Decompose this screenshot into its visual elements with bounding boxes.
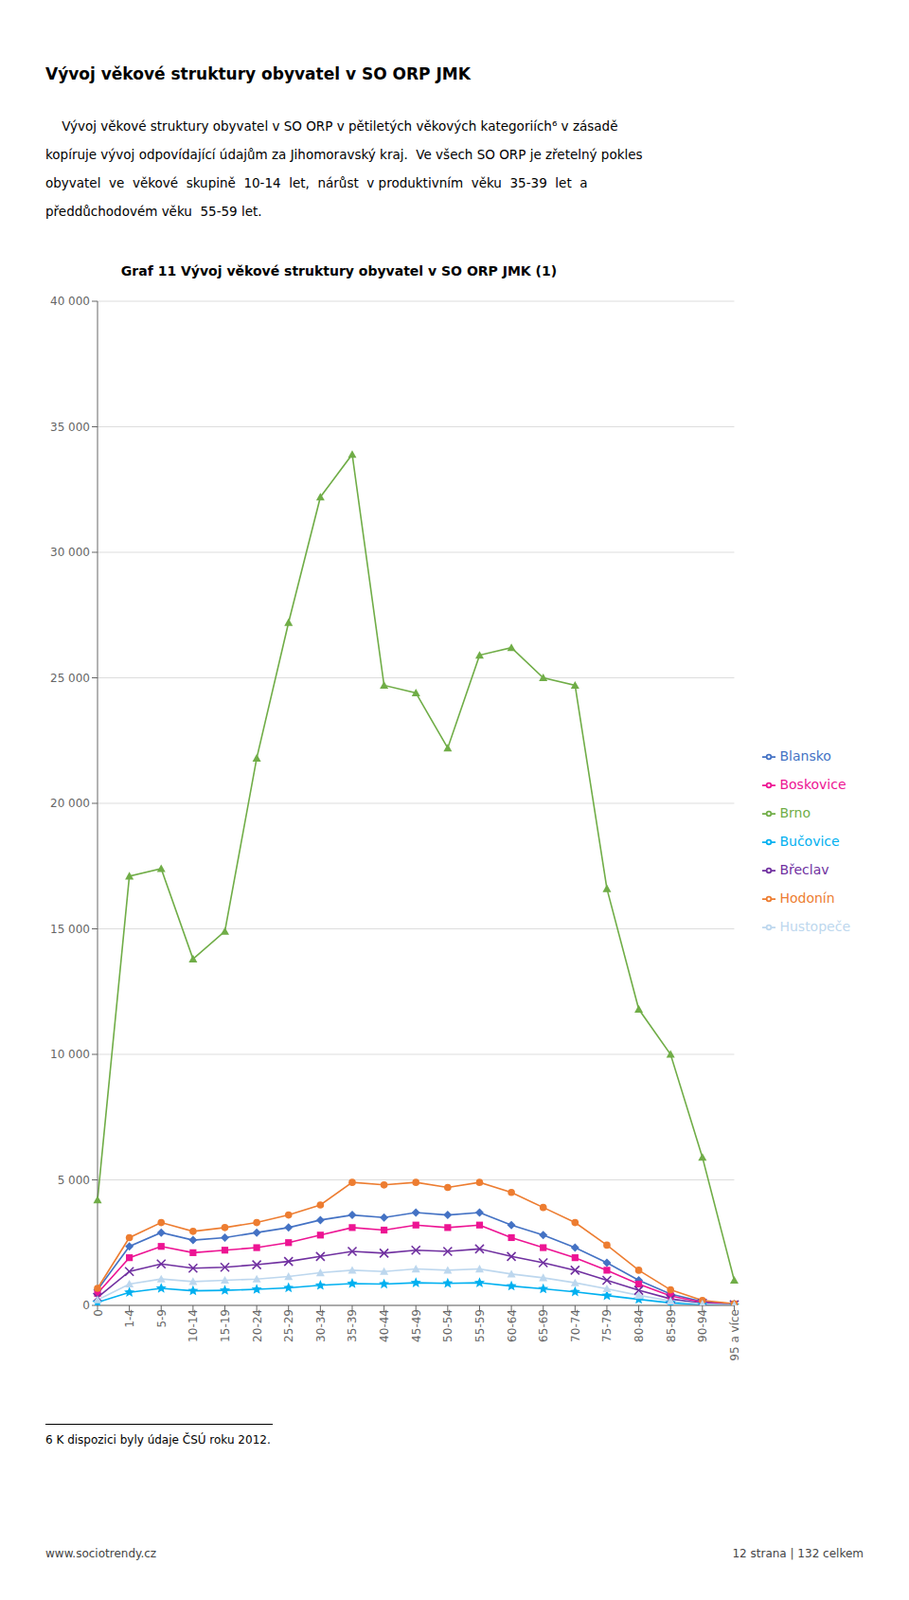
svg-text:15 000: 15 000 bbox=[50, 922, 90, 936]
svg-text:5-9: 5-9 bbox=[155, 1308, 169, 1328]
svg-text:40 000: 40 000 bbox=[50, 294, 90, 308]
svg-text:20 000: 20 000 bbox=[50, 796, 90, 810]
svg-text:10-14: 10-14 bbox=[186, 1308, 200, 1342]
svg-text:25 000: 25 000 bbox=[50, 671, 90, 685]
html-text:Graf 11 Vývoj věkové struktury: Graf 11 Vývoj věkové struktury obyvatel … bbox=[121, 263, 557, 279]
svg-text:80-84: 80-84 bbox=[632, 1308, 646, 1342]
html-text:6 K dispozici byly údaje ČSÚ r: 6 K dispozici byly údaje ČSÚ roku 2012. bbox=[45, 1432, 271, 1446]
svg-text:30-34: 30-34 bbox=[314, 1308, 328, 1342]
html-text:Blansko: Blansko bbox=[779, 748, 832, 764]
svg-text:35-39: 35-39 bbox=[345, 1308, 359, 1342]
svg-text:0: 0 bbox=[91, 1308, 106, 1317]
html-text:Vývoj věkové struktury obyvate: Vývoj věkové struktury obyvatel v SO ORP… bbox=[45, 64, 471, 84]
svg-text:10 000: 10 000 bbox=[50, 1047, 90, 1061]
html-text:Brno: Brno bbox=[779, 804, 811, 820]
svg-text:60-64: 60-64 bbox=[505, 1308, 519, 1342]
html-text:Bučovice: Bučovice bbox=[779, 833, 840, 849]
svg-text:30 000: 30 000 bbox=[50, 545, 90, 559]
svg-text:20-24: 20-24 bbox=[250, 1308, 265, 1342]
svg-text:5 000: 5 000 bbox=[57, 1173, 90, 1187]
html-text:Břeclav: Břeclav bbox=[779, 861, 830, 877]
html-text:Vývoj věkové struktury obyvate: Vývoj věkové struktury obyvatel v SO ORP… bbox=[45, 118, 618, 134]
svg-text:95 a více: 95 a více bbox=[728, 1308, 742, 1361]
html-text:www.sociotrendy.cz: www.sociotrendy.cz bbox=[45, 1546, 157, 1560]
svg-text:65-69: 65-69 bbox=[536, 1308, 551, 1342]
svg-text:1-4: 1-4 bbox=[123, 1308, 137, 1328]
html-text:Boskovice: Boskovice bbox=[779, 776, 847, 792]
svg-text:45-49: 45-49 bbox=[409, 1308, 424, 1342]
svg-text:90-94: 90-94 bbox=[695, 1308, 710, 1342]
svg-text:85-89: 85-89 bbox=[664, 1308, 678, 1342]
svg-text:75-79: 75-79 bbox=[600, 1308, 614, 1342]
svg-text:55-59: 55-59 bbox=[473, 1308, 487, 1342]
html-text:Hodonín: Hodonín bbox=[779, 890, 835, 906]
html-text:Hustopeče: Hustopeče bbox=[779, 918, 851, 934]
html-text:kopíruje vývoj odpovídající úd: kopíruje vývoj odpovídající údajům za Ji… bbox=[45, 146, 643, 162]
svg-text:70-74: 70-74 bbox=[569, 1308, 583, 1342]
html-text:12 strana | 132 celkem: 12 strana | 132 celkem bbox=[732, 1546, 864, 1560]
svg-text:50-54: 50-54 bbox=[441, 1308, 455, 1342]
html-text:obyvatel ve věkové skupině 10-: obyvatel ve věkové skupině 10-14 let, ná… bbox=[45, 175, 588, 191]
svg-text:0: 0 bbox=[82, 1298, 90, 1312]
svg-text:25-29: 25-29 bbox=[282, 1308, 296, 1342]
svg-text:40-44: 40-44 bbox=[377, 1308, 392, 1342]
html-text:předdůchodovém věku 55-59 let.: předdůchodovém věku 55-59 let. bbox=[45, 203, 262, 219]
svg-text:15-19: 15-19 bbox=[218, 1308, 232, 1342]
svg-text:35 000: 35 000 bbox=[50, 420, 90, 434]
